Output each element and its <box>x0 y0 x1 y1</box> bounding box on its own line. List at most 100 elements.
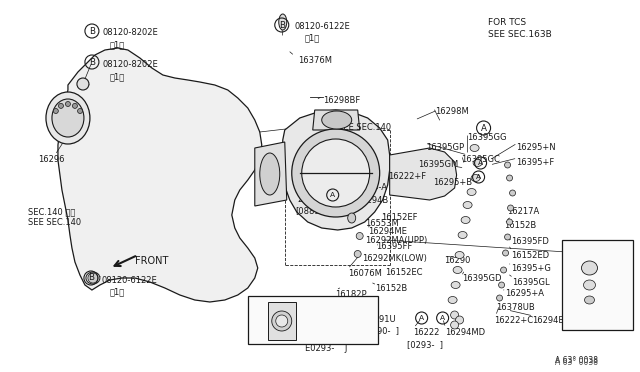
Text: B: B <box>89 58 95 67</box>
Text: 22620: 22620 <box>298 195 324 204</box>
Circle shape <box>456 316 463 324</box>
Text: [0889-0295]: [0889-0295] <box>296 206 348 215</box>
Text: 16217A: 16217A <box>508 207 540 216</box>
Text: 16395GG: 16395GG <box>467 133 506 142</box>
Text: B: B <box>279 20 285 29</box>
Text: 16395FF: 16395FF <box>376 242 412 251</box>
Ellipse shape <box>467 189 476 196</box>
Text: 16395GD: 16395GD <box>461 274 501 283</box>
Text: 16395GP: 16395GP <box>426 143 464 152</box>
Circle shape <box>65 102 70 106</box>
Text: 16378UB: 16378UB <box>497 303 535 312</box>
Text: 16395GC: 16395GC <box>461 155 499 164</box>
Text: SEE SEC.140: SEE SEC.140 <box>338 123 391 132</box>
Text: 16152EF: 16152EF <box>381 213 417 222</box>
Text: 16182P: 16182P <box>335 290 366 299</box>
Circle shape <box>502 250 509 256</box>
Ellipse shape <box>471 174 480 182</box>
Ellipse shape <box>348 213 356 223</box>
Ellipse shape <box>276 315 288 327</box>
Circle shape <box>508 205 513 211</box>
Polygon shape <box>313 110 360 130</box>
Circle shape <box>509 190 516 196</box>
Bar <box>268 302 296 340</box>
Text: B: B <box>89 26 95 35</box>
Text: 08120-6122E: 08120-6122E <box>295 22 351 31</box>
Circle shape <box>88 273 98 283</box>
Text: A 63° 0038: A 63° 0038 <box>554 358 598 367</box>
Text: 16298BF: 16298BF <box>323 96 360 105</box>
Ellipse shape <box>77 78 89 90</box>
Text: 16152B: 16152B <box>504 221 537 230</box>
Text: [0295- ]: [0295- ] <box>256 321 289 330</box>
Ellipse shape <box>584 280 595 290</box>
Circle shape <box>58 103 63 108</box>
Circle shape <box>451 321 459 329</box>
Bar <box>248 296 378 344</box>
Text: 16292MK(LOW): 16292MK(LOW) <box>362 254 427 263</box>
Text: （1）: （1） <box>110 40 125 49</box>
Text: B: B <box>88 273 94 282</box>
Text: （1）: （1） <box>110 72 125 81</box>
Text: 16290: 16290 <box>444 256 470 265</box>
Text: 16152EC: 16152EC <box>385 268 422 277</box>
Text: （1）: （1） <box>110 287 125 296</box>
Ellipse shape <box>52 99 84 137</box>
Text: 16391U: 16391U <box>363 315 396 324</box>
Text: A: A <box>481 124 486 132</box>
Ellipse shape <box>354 250 361 257</box>
Ellipse shape <box>584 296 595 304</box>
Text: 16294B: 16294B <box>356 196 388 205</box>
Text: 16298M: 16298M <box>435 107 468 116</box>
Text: A: A <box>476 174 481 180</box>
Text: [0790-  ]: [0790- ] <box>363 326 399 335</box>
Circle shape <box>499 282 504 288</box>
Ellipse shape <box>260 153 280 195</box>
Text: 16222+F: 16222+F <box>388 172 426 181</box>
Text: 16296: 16296 <box>38 155 65 164</box>
Text: SEE SEC.140: SEE SEC.140 <box>28 218 81 227</box>
Circle shape <box>500 267 507 273</box>
Text: 16076M: 16076M <box>348 269 381 278</box>
Text: [0899-02931]: [0899-02931] <box>566 244 623 253</box>
Ellipse shape <box>46 92 90 144</box>
Text: 08120-6122E: 08120-6122E <box>102 276 157 285</box>
Polygon shape <box>58 48 262 302</box>
Text: 16222: 16222 <box>413 328 439 337</box>
Text: 16294-A: 16294-A <box>352 183 387 192</box>
Ellipse shape <box>461 217 470 224</box>
Text: 16553M: 16553M <box>365 219 399 228</box>
Text: 16295+A: 16295+A <box>506 289 545 298</box>
Circle shape <box>497 295 502 301</box>
Ellipse shape <box>463 202 472 208</box>
Text: A 63° 0038: A 63° 0038 <box>554 356 598 365</box>
Ellipse shape <box>473 160 482 167</box>
Text: 16395FD: 16395FD <box>511 237 549 246</box>
Text: 16294ME: 16294ME <box>368 227 406 236</box>
Text: 16395+F: 16395+F <box>516 158 555 167</box>
Polygon shape <box>390 148 456 200</box>
Ellipse shape <box>458 231 467 238</box>
Text: 16292MA(UPP): 16292MA(UPP) <box>365 236 427 245</box>
Text: 16152ED: 16152ED <box>511 251 550 260</box>
Circle shape <box>72 103 77 108</box>
Ellipse shape <box>279 14 287 30</box>
Text: 08120-8202E: 08120-8202E <box>103 28 159 37</box>
Text: 16395+G: 16395+G <box>511 264 552 273</box>
Circle shape <box>507 175 513 181</box>
Text: 22620: 22620 <box>258 310 284 319</box>
Ellipse shape <box>292 129 380 217</box>
Ellipse shape <box>448 296 457 304</box>
Ellipse shape <box>453 266 462 273</box>
Text: FOR TCS: FOR TCS <box>488 18 525 27</box>
Polygon shape <box>255 142 287 206</box>
Circle shape <box>451 311 459 319</box>
Text: 16294MD: 16294MD <box>445 328 484 337</box>
Circle shape <box>507 219 513 225</box>
Text: A: A <box>478 160 483 166</box>
Ellipse shape <box>301 139 370 207</box>
Ellipse shape <box>470 144 479 151</box>
Text: 16295+N: 16295+N <box>516 143 556 152</box>
Ellipse shape <box>451 282 460 289</box>
Text: 16152B: 16152B <box>374 284 407 293</box>
